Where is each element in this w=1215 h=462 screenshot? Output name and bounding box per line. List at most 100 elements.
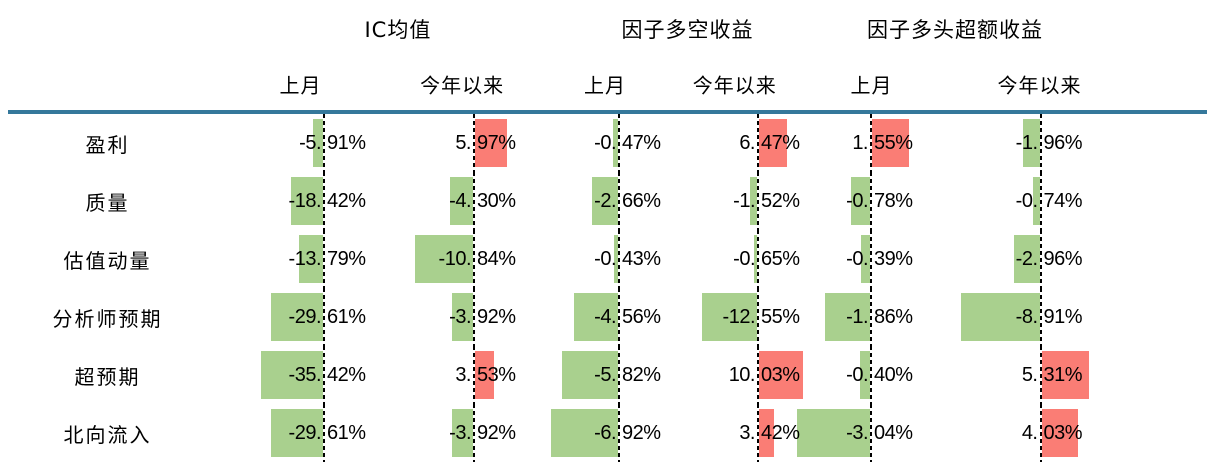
value-decimal-part: 53%: [477, 364, 516, 386]
table-row: 估值动量 -13. 79% -10. 84% -0. 43% -0. 65% -0. 39…: [0, 230, 1215, 288]
row-label-cell: 北向流入: [0, 404, 215, 462]
value-integer-part: -2.: [594, 190, 616, 212]
data-cell: -3. 92%: [365, 404, 516, 462]
zero-axis-line: [323, 404, 325, 462]
value-integer-part: 5.: [455, 132, 471, 154]
zero-axis-line: [473, 114, 475, 172]
zero-axis-line: [473, 346, 475, 404]
negative-data-bar: [750, 177, 757, 225]
zero-axis-line: [473, 288, 475, 346]
value-integer-part: -0.: [594, 132, 616, 154]
negative-data-bar: [450, 177, 473, 225]
zero-axis-line: [618, 172, 620, 230]
header-rule: [8, 110, 1207, 114]
negative-data-bar: [291, 177, 323, 225]
value-integer-part: -18.: [288, 190, 322, 212]
value-decimal-part: 55%: [874, 132, 913, 154]
data-cell: -4. 30%: [365, 172, 516, 230]
negative-data-bar: [797, 409, 870, 457]
group-header-long-excess-return: 因子多头超额收益: [795, 0, 1215, 58]
data-cell: -2. 96%: [945, 230, 1215, 288]
row-label: 盈利: [85, 132, 130, 157]
value-integer-part: -1.: [846, 306, 868, 328]
table-row: 盈利 -5. 91% 5. 97% -0. 47% 6. 47% 1. 55% -1. 96…: [0, 114, 1215, 172]
negative-data-bar: [452, 293, 473, 341]
value-integer-part: -0.: [846, 248, 868, 270]
negative-data-bar: [299, 235, 323, 283]
zero-axis-line: [618, 114, 620, 172]
table-row: 北向流入 -29. 61% -3. 92% -6. 92% 3. 42% -3. 04% …: [0, 404, 1215, 462]
negative-data-bar: [562, 351, 618, 399]
value-decimal-part: 42%: [327, 364, 366, 386]
row-label-cell: 估值动量: [0, 230, 215, 288]
zero-axis-line: [473, 404, 475, 462]
value-integer-part: -0.: [846, 364, 868, 386]
table-row: 超预期 -35. 42% 3. 53% -5. 82% 10. 03% -0. 40% 5…: [0, 346, 1215, 404]
zero-axis-line: [1039, 114, 1042, 172]
value-decimal-part: 39%: [874, 248, 913, 270]
zero-axis-line: [618, 230, 620, 288]
positive-data-bar: [1041, 351, 1089, 399]
negative-data-bar: [860, 351, 870, 399]
value-integer-part: -4.: [449, 190, 471, 212]
data-cell: -4. 56%: [510, 288, 661, 346]
value-integer-part: 6.: [739, 132, 755, 154]
value-integer-part: -4.: [594, 306, 616, 328]
positive-data-bar: [759, 119, 787, 167]
zero-axis-line: [757, 230, 759, 288]
negative-data-bar: [960, 293, 1040, 341]
value-decimal-part: 47%: [761, 132, 800, 154]
data-cell: -3. 92%: [365, 288, 516, 346]
zero-axis-line: [1039, 288, 1042, 346]
zero-axis-line: [323, 172, 325, 230]
data-cell: -1. 52%: [655, 172, 800, 230]
value-decimal-part: 04%: [874, 422, 913, 444]
value-integer-part: -8.: [1015, 306, 1038, 328]
corner-cell: [0, 58, 215, 110]
value-integer-part: 3.: [455, 364, 471, 386]
data-cell: -3. 04%: [795, 404, 945, 462]
subheader-col5: 上月: [795, 58, 945, 110]
data-cell: -13. 79%: [215, 230, 366, 288]
value-integer-part: -13.: [288, 248, 322, 270]
table-row: 质量 -18. 42% -4. 30% -2. 66% -1. 52% -0. 78% -…: [0, 172, 1215, 230]
value-integer-part: 3.: [739, 422, 755, 444]
subheader-label: 上月: [279, 73, 322, 98]
group-header-label: 因子多头超额收益: [867, 18, 1044, 42]
group-header-ic-mean: IC均值: [215, 0, 510, 58]
data-cell: -12. 55%: [655, 288, 800, 346]
data-cell: -0. 39%: [795, 230, 945, 288]
data-cell: 1. 55%: [795, 114, 945, 172]
data-cell: -0. 47%: [510, 114, 661, 172]
zero-axis-line: [757, 288, 759, 346]
negative-data-bar: [754, 235, 757, 283]
value-integer-part: -12.: [722, 306, 756, 328]
data-cell: -0. 74%: [945, 172, 1215, 230]
group-header-long-short-return: 因子多空收益: [510, 0, 795, 58]
value-decimal-part: 55%: [761, 306, 800, 328]
value-integer-part: -5.: [299, 132, 321, 154]
data-cell: -2. 66%: [510, 172, 661, 230]
data-cell: -29. 61%: [215, 404, 366, 462]
value-decimal-part: 42%: [327, 190, 366, 212]
data-cell: 5. 31%: [945, 346, 1215, 404]
data-cell: 10. 03%: [655, 346, 803, 404]
negative-data-bar: [313, 119, 323, 167]
subheader-label: 今年以来: [692, 73, 777, 98]
value-integer-part: -6.: [594, 422, 616, 444]
value-integer-part: -3.: [449, 422, 471, 444]
value-integer-part: -1.: [1015, 132, 1038, 154]
negative-data-bar: [851, 177, 870, 225]
zero-axis-line: [1039, 346, 1042, 404]
data-cell: -1. 96%: [945, 114, 1215, 172]
subheader-label: 上月: [583, 73, 626, 98]
value-decimal-part: 97%: [477, 132, 516, 154]
value-decimal-part: 78%: [874, 190, 913, 212]
subheader-label: 今年以来: [997, 73, 1082, 98]
sub-header-row: 上月 今年以来 上月 今年以来 上月 今年以来: [0, 58, 1215, 110]
data-cell: -5. 82%: [510, 346, 661, 404]
zero-axis-line: [757, 114, 759, 172]
data-cell: 6. 47%: [655, 114, 800, 172]
data-cell: -18. 42%: [215, 172, 366, 230]
value-integer-part: -0.: [846, 190, 868, 212]
